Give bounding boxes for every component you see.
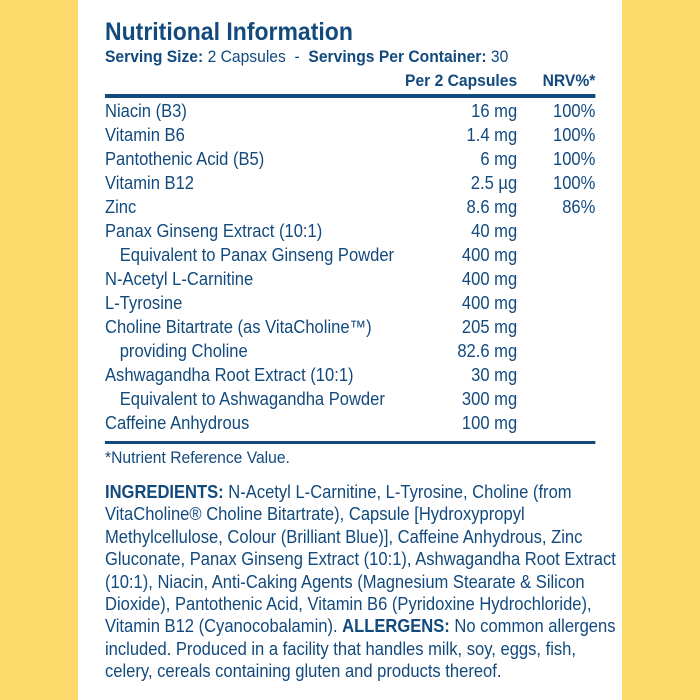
nutrient-name: L-Tyrosine bbox=[105, 293, 183, 313]
nutrient-nrv: 100% bbox=[552, 125, 596, 145]
ingredients-segment: Methylcellulose, Colour (Brilliant Blue)… bbox=[105, 526, 583, 547]
nutrient-name: Vitamin B12 bbox=[105, 173, 194, 193]
table-row: Equivalent to Ashwagandha Powder 300 mg bbox=[105, 387, 595, 411]
nutrient-amount: 100 mg bbox=[461, 413, 518, 433]
serving-size-label: Serving Size: bbox=[105, 47, 204, 66]
ingredients-line: included. Produced in a facility that ha… bbox=[105, 638, 616, 660]
nutrient-nrv: 100% bbox=[552, 101, 596, 121]
ingredients-segment: Gluconate, Panax Ginseng Extract (10:1),… bbox=[105, 549, 616, 570]
ingredients-line: Dioxide), Pantothenic Acid, Vitamin B6 (… bbox=[105, 593, 616, 615]
header-rule bbox=[105, 94, 596, 98]
nutrient-nrv: 100% bbox=[552, 173, 596, 193]
header-amount: Per 2 Capsules bbox=[405, 71, 518, 90]
table-header: Per 2 Capsules NRV%* bbox=[105, 70, 595, 92]
nutrient-name: providing Choline bbox=[119, 341, 248, 361]
nutrient-amount: 400 mg bbox=[461, 293, 518, 313]
nutrient-amount: 205 mg bbox=[461, 317, 518, 337]
servings-per-container-label: Servings Per Container: bbox=[308, 47, 487, 66]
nutrient-name: Equivalent to Panax Ginseng Powder bbox=[119, 245, 395, 265]
ingredients-line: Vitamin B12 (Cyanocobalamin). ALLERGENS:… bbox=[105, 615, 616, 637]
servings-per-container-value: 30 bbox=[486, 47, 509, 66]
nutrient-amount: 2.5 µg bbox=[470, 173, 518, 193]
ingredients-segment: Vitamin B12 (Cyanocobalamin). bbox=[105, 616, 343, 637]
nutrient-nrv: 86% bbox=[562, 197, 596, 217]
nutrient-amount: 400 mg bbox=[461, 245, 518, 265]
nutrient-amount: 300 mg bbox=[461, 389, 518, 409]
nutrient-name: Ashwagandha Root Extract (10:1) bbox=[105, 365, 354, 385]
nutrient-amount: 400 mg bbox=[461, 269, 518, 289]
footnote: *Nutrient Reference Value. bbox=[105, 448, 290, 467]
nutrient-amount: 82.6 mg bbox=[457, 341, 518, 361]
ingredients-segment: VitaCholine® Choline Bitartrate), Capsul… bbox=[105, 504, 525, 525]
ingredients-line: Methylcellulose, Colour (Brilliant Blue)… bbox=[105, 526, 616, 548]
nutrient-table: Niacin (B3) 16 mg 100% Vitamin B6 1.4 mg 100%… bbox=[105, 99, 595, 435]
nutrient-amount: 8.6 mg bbox=[466, 197, 518, 217]
nutrient-amount: 6 mg bbox=[480, 149, 518, 169]
table-row: Caffeine Anhydrous 100 mg bbox=[105, 411, 595, 435]
nutrient-name: Choline Bitartrate (as VitaCholine™) bbox=[105, 317, 372, 337]
ingredients-line: VitaCholine® Choline Bitartrate), Capsul… bbox=[105, 503, 616, 525]
nutrient-name: Zinc bbox=[105, 197, 137, 217]
table-row: Panax Ginseng Extract (10:1) 40 mg bbox=[105, 219, 595, 243]
section-label: INGREDIENTS: bbox=[105, 482, 224, 502]
label-panel bbox=[78, 0, 622, 700]
nutrient-amount: 16 mg bbox=[471, 101, 518, 121]
table-row: Vitamin B12 2.5 µg 100% bbox=[105, 171, 595, 195]
nutrient-name: Caffeine Anhydrous bbox=[105, 413, 250, 433]
serving-info: Serving Size: 2 Capsules - Servings Per … bbox=[105, 46, 508, 68]
table-row: Equivalent to Panax Ginseng Powder 400 mg bbox=[105, 243, 595, 267]
nutrient-name: Pantothenic Acid (B5) bbox=[105, 149, 265, 169]
ingredients-segment: Dioxide), Pantothenic Acid, Vitamin B6 (… bbox=[105, 594, 592, 615]
ingredients-segment: (10:1), Niacin, Anti-Caking Agents (Magn… bbox=[105, 571, 585, 592]
table-row: Pantothenic Acid (B5) 6 mg 100% bbox=[105, 147, 595, 171]
nutrient-amount: 1.4 mg bbox=[466, 125, 518, 145]
header-nrv: NRV%* bbox=[542, 71, 596, 90]
table-row: Niacin (B3) 16 mg 100% bbox=[105, 99, 595, 123]
serving-size-value: 2 Capsules - bbox=[203, 47, 309, 66]
nutrient-nrv: 100% bbox=[552, 149, 596, 169]
table-row: Choline Bitartrate (as VitaCholine™) 205 … bbox=[105, 315, 595, 339]
table-row: Zinc 8.6 mg 86% bbox=[105, 195, 595, 219]
ingredients-text: INGREDIENTS: N-Acetyl L-Carnitine, L-Tyr… bbox=[105, 481, 616, 683]
page-title: Nutritional Information bbox=[105, 18, 353, 46]
nutrient-name: Vitamin B6 bbox=[105, 125, 185, 145]
table-row: L-Tyrosine 400 mg bbox=[105, 291, 595, 315]
ingredients-line: Gluconate, Panax Ginseng Extract (10:1),… bbox=[105, 548, 616, 570]
nutrient-name: Equivalent to Ashwagandha Powder bbox=[119, 389, 385, 409]
ingredients-segment: celery, cereals containing gluten and pr… bbox=[105, 661, 502, 682]
ingredients-line: celery, cereals containing gluten and pr… bbox=[105, 660, 616, 682]
table-row: N-Acetyl L-Carnitine 400 mg bbox=[105, 267, 595, 291]
nutrient-name: Panax Ginseng Extract (10:1) bbox=[105, 221, 323, 241]
nutrient-amount: 30 mg bbox=[471, 365, 518, 385]
ingredients-line: (10:1), Niacin, Anti-Caking Agents (Magn… bbox=[105, 571, 616, 593]
table-bottom-rule bbox=[105, 441, 596, 444]
table-row: Ashwagandha Root Extract (10:1) 30 mg bbox=[105, 363, 595, 387]
nutrient-name: N-Acetyl L-Carnitine bbox=[105, 269, 254, 289]
ingredients-segment: No common allergens bbox=[449, 616, 616, 637]
nutrient-amount: 40 mg bbox=[471, 221, 518, 241]
table-row: Vitamin B6 1.4 mg 100% bbox=[105, 123, 595, 147]
ingredients-segment: N-Acetyl L-Carnitine, L-Tyrosine, Cholin… bbox=[223, 482, 572, 502]
nutrient-name: Niacin (B3) bbox=[105, 101, 187, 121]
ingredients-line: INGREDIENTS: N-Acetyl L-Carnitine, L-Tyr… bbox=[105, 481, 616, 503]
section-label: ALLERGENS: bbox=[342, 616, 450, 637]
table-row: providing Choline 82.6 mg bbox=[105, 339, 595, 363]
ingredients-segment: included. Produced in a facility that ha… bbox=[105, 638, 576, 659]
